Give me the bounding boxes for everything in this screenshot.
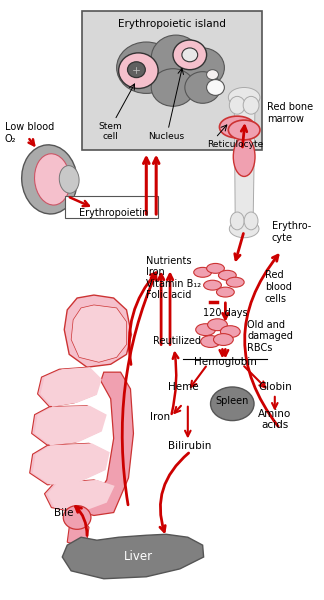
FancyBboxPatch shape — [65, 196, 158, 218]
Text: Reutilized: Reutilized — [153, 335, 201, 346]
Ellipse shape — [151, 68, 195, 106]
Ellipse shape — [219, 116, 255, 138]
Ellipse shape — [243, 97, 259, 114]
Ellipse shape — [228, 120, 260, 140]
Polygon shape — [62, 534, 203, 579]
Ellipse shape — [214, 334, 233, 346]
Text: Erythropoietin: Erythropoietin — [79, 208, 148, 218]
Text: Bile: Bile — [54, 508, 74, 518]
Ellipse shape — [201, 335, 220, 347]
Polygon shape — [30, 443, 107, 485]
Polygon shape — [64, 295, 132, 367]
Text: Spleen: Spleen — [215, 396, 249, 406]
Ellipse shape — [182, 48, 198, 62]
Ellipse shape — [216, 287, 234, 297]
Text: Stem
cell: Stem cell — [99, 122, 122, 142]
Ellipse shape — [226, 277, 244, 287]
Text: Globin: Globin — [258, 382, 292, 392]
Ellipse shape — [244, 212, 258, 230]
Ellipse shape — [117, 42, 176, 94]
Polygon shape — [79, 372, 133, 515]
Ellipse shape — [229, 97, 245, 114]
Ellipse shape — [181, 48, 225, 88]
FancyArrowPatch shape — [72, 190, 73, 199]
Text: Amino
acids: Amino acids — [258, 409, 291, 430]
Ellipse shape — [208, 319, 227, 331]
Text: Erythropoietic island: Erythropoietic island — [118, 19, 226, 29]
Text: Nutrients
Iron
Vitamin B₁₂
Folic acid: Nutrients Iron Vitamin B₁₂ Folic acid — [146, 256, 202, 301]
Text: Heme: Heme — [168, 382, 198, 392]
Ellipse shape — [218, 271, 236, 280]
Text: Low blood
O₂: Low blood O₂ — [5, 122, 54, 143]
Ellipse shape — [207, 263, 225, 274]
Text: Red bone
marrow: Red bone marrow — [267, 103, 313, 124]
Ellipse shape — [119, 53, 158, 88]
Text: Iron: Iron — [150, 412, 170, 422]
Ellipse shape — [207, 70, 218, 80]
Polygon shape — [71, 305, 127, 362]
Ellipse shape — [228, 88, 260, 107]
Ellipse shape — [63, 506, 91, 529]
Ellipse shape — [230, 212, 244, 230]
Ellipse shape — [203, 280, 221, 290]
Ellipse shape — [229, 220, 259, 238]
Ellipse shape — [128, 62, 145, 77]
Text: Nucleus: Nucleus — [148, 132, 184, 141]
Polygon shape — [44, 480, 112, 512]
Text: Erythro-
cyte: Erythro- cyte — [272, 221, 311, 242]
Polygon shape — [40, 367, 102, 407]
Text: 120 days: 120 days — [202, 308, 247, 318]
Ellipse shape — [194, 268, 212, 277]
Ellipse shape — [211, 387, 254, 421]
Text: Liver: Liver — [124, 550, 153, 563]
Polygon shape — [33, 443, 110, 485]
Ellipse shape — [207, 80, 225, 95]
Text: Old and
damaged
RBCs: Old and damaged RBCs — [247, 320, 293, 353]
Ellipse shape — [22, 145, 77, 214]
Ellipse shape — [59, 166, 79, 193]
Text: Hemoglobin: Hemoglobin — [194, 358, 257, 367]
Polygon shape — [35, 406, 107, 445]
Ellipse shape — [35, 154, 70, 205]
Polygon shape — [32, 406, 104, 445]
Ellipse shape — [185, 71, 220, 103]
Ellipse shape — [173, 40, 207, 70]
Ellipse shape — [196, 324, 215, 335]
Bar — [82, 11, 262, 150]
Polygon shape — [38, 367, 99, 407]
Ellipse shape — [220, 326, 240, 338]
Text: Reticulocyte: Reticulocyte — [208, 140, 264, 149]
Ellipse shape — [233, 137, 255, 176]
Polygon shape — [234, 103, 255, 226]
Polygon shape — [47, 480, 115, 512]
Polygon shape — [67, 515, 89, 545]
Ellipse shape — [151, 35, 201, 80]
Text: Bilirubin: Bilirubin — [168, 442, 212, 451]
Text: Red
blood
cells: Red blood cells — [265, 271, 292, 304]
